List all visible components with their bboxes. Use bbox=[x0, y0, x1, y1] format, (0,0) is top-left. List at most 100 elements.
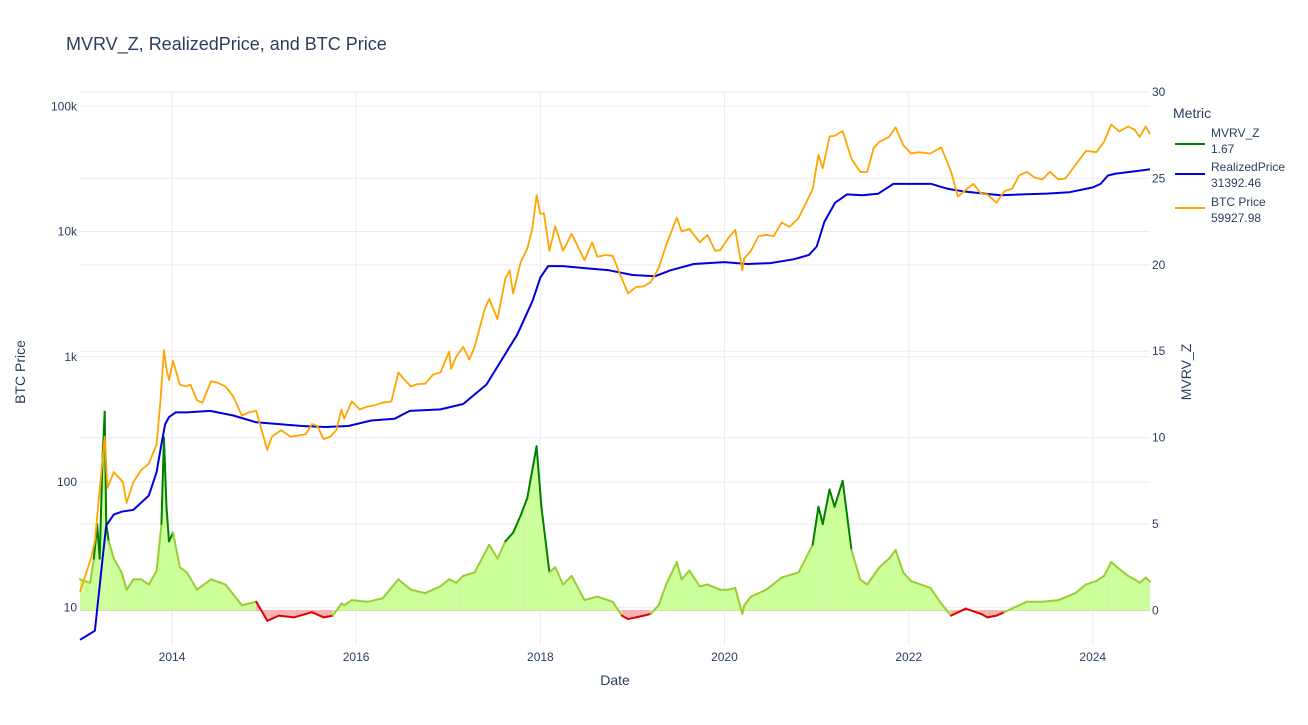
mvrv-z-segment bbox=[657, 583, 668, 607]
mvrv-fill-positive-segment bbox=[1058, 593, 1076, 611]
mvrv-z-segment bbox=[554, 566, 565, 586]
mvrv-fill-positive-segment bbox=[889, 549, 896, 611]
mvrv-fill-positive-segment bbox=[106, 524, 109, 611]
mvrv-z-segment bbox=[675, 561, 683, 581]
mvrv-z-negative-segment bbox=[980, 612, 989, 619]
mvrv-fill-positive-segment bbox=[186, 572, 197, 611]
mvrv-z-segment bbox=[878, 557, 891, 569]
mvrv-z-negative-segment bbox=[277, 614, 296, 619]
mvrv-fill-negative-segment bbox=[621, 610, 629, 620]
mvrv-z-high-segment bbox=[512, 514, 522, 534]
mvrv-z-segment bbox=[583, 595, 599, 602]
mvrv-z-segment bbox=[1118, 567, 1130, 577]
mvrv-fill-positive-segment bbox=[895, 549, 904, 611]
y-right-tick-label: 5 bbox=[1152, 517, 1159, 531]
mvrv-z-segment bbox=[1041, 599, 1060, 603]
mvrv-fill-positive-segment bbox=[834, 480, 843, 611]
mvrv-z-segment bbox=[331, 602, 343, 617]
mvrv-fill-positive-segment bbox=[707, 584, 721, 611]
x-axis-title: Date bbox=[600, 672, 630, 688]
mvrv-fill-positive-segment bbox=[676, 562, 682, 611]
mvrv-fill-positive-segment bbox=[133, 579, 142, 611]
legend-item-realized-price[interactable]: RealizedPrice 31392.46 bbox=[1175, 160, 1285, 190]
legend-label-mvrv-z: MVRV_Z bbox=[1211, 126, 1259, 140]
y-left-tick-label: 100 bbox=[57, 475, 77, 489]
chart-title: MVRV_Z, RealizedPrice, and BTC Price bbox=[66, 34, 387, 55]
mvrv-z-segment bbox=[125, 578, 135, 591]
mvrv-z-high-segment bbox=[811, 505, 820, 546]
btc-price-line bbox=[79, 123, 1151, 593]
mvrv-z-segment bbox=[909, 580, 932, 589]
mvrv-z-segment bbox=[1074, 583, 1087, 595]
mvrv-fill-positive-segment bbox=[513, 515, 521, 611]
y-right-tick-label: 30 bbox=[1152, 85, 1166, 99]
mvrv-z-segment bbox=[397, 578, 412, 591]
y-left-tick-label: 10k bbox=[58, 225, 78, 239]
legend-value-btc-price: 59927.98 bbox=[1211, 211, 1261, 225]
y-right-tick-label: 15 bbox=[1152, 344, 1166, 358]
legend-item-mvrv-z[interactable]: MVRV_Z 1.67 bbox=[1175, 126, 1259, 156]
x-tick-label: 2020 bbox=[711, 650, 738, 664]
mvrv-fill-positive-segment bbox=[910, 581, 931, 611]
mvrv-fill-positive-segment bbox=[141, 579, 149, 611]
mvrv-fill-positive-segment bbox=[166, 506, 169, 611]
mvrv-z-high-segment bbox=[841, 479, 853, 551]
mvrv-fill-positive-segment bbox=[727, 587, 736, 611]
mvrv-z-negative-segment bbox=[293, 611, 313, 619]
mvrv-fill-positive-segment bbox=[842, 480, 852, 611]
mvrv-z-segment bbox=[462, 571, 476, 577]
mvrv-z-segment bbox=[894, 548, 905, 574]
mvrv-fill-area bbox=[80, 411, 1150, 621]
mvrv-fill-positive-segment bbox=[563, 575, 572, 611]
mvrv-z-segment bbox=[734, 586, 744, 615]
mvrv-z-segment bbox=[1127, 574, 1136, 581]
mvrv-z-high-segment bbox=[535, 445, 543, 508]
mvrv-fill-positive-segment bbox=[440, 579, 450, 611]
mvrv-z-segment bbox=[1133, 578, 1141, 584]
mvrv-fill-positive-segment bbox=[463, 572, 475, 611]
mvrv-fill-positive-segment bbox=[1096, 575, 1105, 611]
mvrv-z-segment bbox=[107, 540, 115, 560]
mvrv-z-negative-segment bbox=[266, 614, 280, 622]
mvrv-fill-positive-segment bbox=[211, 579, 226, 611]
mvrv-z-high-segment bbox=[519, 497, 529, 517]
mvrv-fill-positive-segment bbox=[699, 584, 708, 611]
mvrv-z-segment bbox=[366, 597, 384, 603]
mvrv-z-segment bbox=[859, 578, 869, 586]
legend-item-btc-price[interactable]: BTC Price 59927.98 bbox=[1175, 195, 1266, 225]
mvrv-z-high-segment bbox=[103, 410, 108, 526]
y-left-tick-label: 1k bbox=[64, 350, 78, 364]
mvrv-fill-positive-segment bbox=[766, 577, 782, 611]
mvrv-z-negative-segment bbox=[995, 611, 1006, 617]
mvrv-z-segment bbox=[596, 595, 614, 603]
mvrv-z-segment bbox=[147, 569, 158, 586]
mvrv-z-segment bbox=[562, 574, 573, 586]
legend[interactable]: Metric MVRV_Z 1.67 RealizedPrice 31392.4… bbox=[1173, 105, 1285, 225]
mvrv-z-segment bbox=[112, 557, 123, 574]
mvrv-z-segment bbox=[1144, 576, 1151, 583]
mvrv-z-negative-segment bbox=[950, 607, 967, 617]
mvrv-fill-positive-segment bbox=[93, 524, 98, 611]
mvrv-fill-positive-segment bbox=[1075, 584, 1086, 611]
y-axis-left-title: BTC Price bbox=[12, 340, 28, 404]
mvrv-fill-positive-segment bbox=[113, 558, 122, 611]
mvrv-fill-positive-segment bbox=[90, 558, 94, 611]
mvrv-fill-positive-segment bbox=[860, 579, 868, 611]
mvrv-z-segment bbox=[439, 578, 451, 588]
mvrv-z-segment bbox=[172, 531, 181, 569]
mvrv-z-segment bbox=[743, 595, 752, 607]
mvrv-z-segment bbox=[741, 604, 746, 615]
mvrv-fill-positive-segment bbox=[1085, 581, 1097, 611]
y-right-tick-label: 25 bbox=[1152, 171, 1166, 185]
mvrv-z-segment bbox=[940, 602, 953, 617]
x-tick-label: 2022 bbox=[895, 650, 922, 664]
mvrv-fill-positive-segment bbox=[597, 596, 613, 611]
mvrv-z-segment bbox=[155, 523, 163, 572]
mvrv-z-segment bbox=[1003, 604, 1021, 614]
mvrv-z-segment bbox=[350, 599, 369, 603]
mvrv-z-negative-segment bbox=[986, 614, 998, 619]
mvrv-z-negative-segment bbox=[322, 614, 334, 619]
mvrv-z-negative-segment bbox=[620, 614, 630, 621]
mvrv-z-segment bbox=[726, 586, 737, 591]
